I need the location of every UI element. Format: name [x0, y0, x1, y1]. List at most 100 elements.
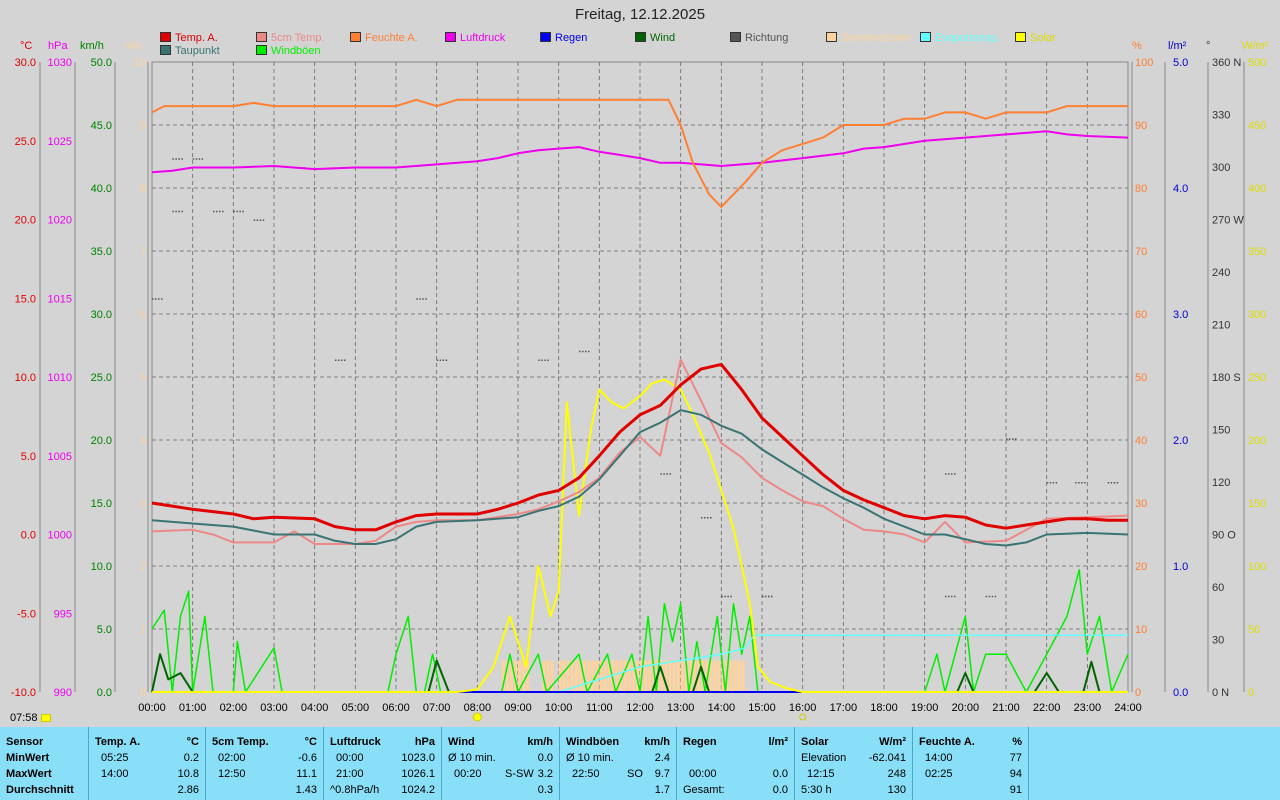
direction-point: [242, 210, 244, 213]
axis-tick-label: 5.0: [21, 451, 36, 463]
sunshine-bar: [713, 660, 717, 692]
direction-point: [660, 473, 662, 475]
sunshine-bar: [619, 660, 623, 692]
legend-item: Richtung: [730, 32, 788, 44]
axis-tick-label: 1000: [48, 530, 72, 542]
stats-value: 0.3: [537, 784, 553, 796]
direction-point: [1084, 482, 1086, 484]
x-tick-label: 02:00: [220, 702, 248, 714]
axis-tick-label: 1010: [48, 372, 72, 384]
direction-point: [994, 595, 997, 598]
x-tick-label: 20:00: [952, 702, 980, 714]
direction-point: [704, 517, 706, 519]
sunshine-bar: [717, 660, 721, 692]
direction-point: [239, 210, 241, 213]
axis-tick-label: 9: [140, 120, 146, 132]
direction-point: [579, 350, 581, 353]
direction-point: [585, 350, 587, 353]
direction-point: [544, 359, 546, 361]
stats-value: 11.1: [296, 768, 317, 780]
direction-point: [1113, 482, 1116, 484]
axis-tick-label: 500: [1248, 57, 1266, 69]
x-tick-label: 00:00: [138, 702, 166, 714]
stats-value: 2.4: [654, 752, 670, 764]
sunshine-bar: [680, 660, 684, 692]
direction-point: [1012, 438, 1014, 440]
direction-point: [765, 595, 767, 598]
series-feuchte-a-: [151, 98, 1128, 208]
x-tick-label: 06:00: [382, 702, 410, 714]
axis-tick-label: 50: [1135, 372, 1147, 384]
axis-tick-label: 7: [140, 246, 146, 258]
direction-point: [222, 210, 224, 213]
series-temp-a-: [151, 362, 1128, 532]
axis-tick-label: 8: [140, 183, 146, 195]
stats-unit: hPa: [414, 736, 435, 748]
stats-col-temp: Temp. A. °C 05:25 0.2 14:00 10.8 2.86: [89, 727, 206, 800]
axis-unit-header: W/m²: [1242, 40, 1269, 52]
axis-tick-label: 30.0: [91, 309, 112, 321]
stats-value: 130: [887, 784, 906, 796]
legend-item: Evapotransp.: [920, 32, 1000, 44]
direction-point: [335, 359, 337, 361]
sunshine-bar: [676, 660, 680, 692]
sunshine-bar: [574, 660, 578, 692]
stats-header: Wind: [448, 736, 475, 748]
direction-point: [985, 595, 988, 598]
sunshine-bar: [737, 660, 741, 692]
stats-header: Solar: [801, 736, 829, 748]
legend-swatch: [350, 32, 361, 42]
stats-col-rain: Regen l/m² 00:00 0.0 Gesamt: 0.0: [677, 727, 795, 800]
stats-time: 00:20: [454, 768, 482, 780]
axis-tick-label: 1.0: [1173, 561, 1188, 573]
sunshine-bar: [583, 660, 587, 692]
legend-item: 5cm Temp.: [256, 32, 325, 44]
axis-unit-header: l/m²: [1168, 40, 1187, 52]
direction-point: [951, 473, 953, 475]
sunshine-bar: [518, 660, 522, 692]
direction-point: [710, 517, 712, 519]
x-tick-label: 13:00: [667, 702, 695, 714]
axis-tick-label: 100: [1135, 57, 1153, 69]
direction-point: [1046, 482, 1049, 484]
stats-col-solar: Solar W/m² Elevation -62.041 12:15 248 5:30…: [795, 727, 913, 800]
legend-label: Temp. A.: [175, 32, 218, 44]
direction-point: [256, 219, 259, 221]
direction-point: [954, 473, 956, 475]
x-tick-label: 23:00: [1074, 702, 1102, 714]
sunshine-bar: [631, 660, 635, 692]
stats-value: -0.6: [298, 752, 317, 764]
direction-point: [338, 359, 340, 361]
stats-header: Luftdruck: [330, 736, 381, 748]
stats-col-humidity: Feuchte A.% 14:00 77 02:25 94 91: [913, 727, 1029, 800]
sunshine-bar: [615, 660, 619, 692]
axis-tick-label: 150: [1212, 425, 1230, 437]
axis-tick-label: 100: [1248, 561, 1266, 573]
sunshine-bar: [664, 660, 668, 692]
legend-swatch: [445, 32, 456, 42]
stats-row-label: Durchschnitt: [6, 784, 74, 796]
direction-point: [707, 517, 709, 519]
x-tick-label: 11:00: [586, 702, 613, 714]
legend-item: Temp. A.: [160, 32, 218, 44]
sunshine-bar: [688, 660, 692, 692]
axis-unit-header: hPa: [48, 40, 68, 52]
axis-tick-label: 200: [1248, 435, 1266, 447]
direction-point: [951, 595, 953, 598]
direction-point: [259, 219, 262, 221]
direction-point: [538, 359, 540, 361]
sunshine-bar: [733, 660, 737, 692]
stats-unit: km/h: [644, 736, 670, 748]
axis-tick-label: 6: [140, 309, 146, 321]
axis-tick-label: 40: [1135, 435, 1147, 447]
series-windb-en: [151, 569, 1129, 693]
direction-point: [945, 595, 947, 598]
legend-swatch: [635, 32, 646, 42]
stats-value: 0.0: [537, 752, 553, 764]
direction-point: [236, 210, 238, 213]
axis-tick-label: 15.0: [15, 293, 36, 305]
direction-point: [1107, 482, 1110, 484]
direction-point: [439, 359, 442, 361]
sunshine-bar: [587, 660, 591, 692]
legend-item: Feuchte A.: [350, 32, 418, 44]
